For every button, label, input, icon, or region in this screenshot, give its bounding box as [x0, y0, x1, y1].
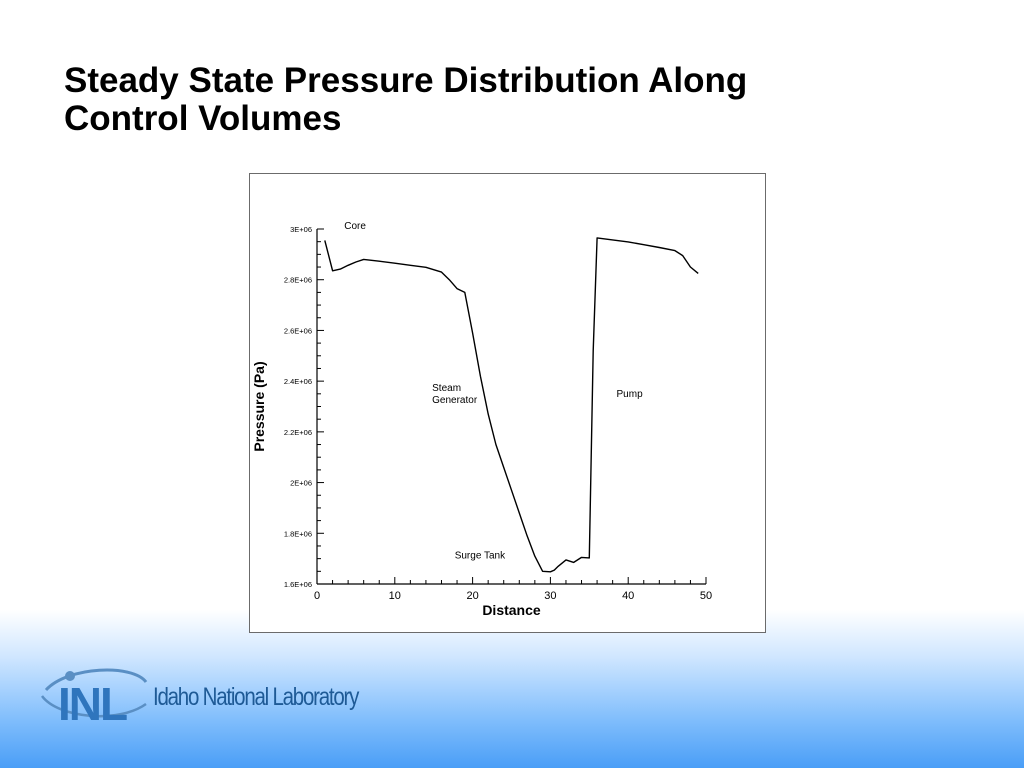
chart-tick-labels: 0 10 20 30 40 50 1.6E+06 1.8E+06 2E+06 2.2E+06 2.4… — [284, 225, 712, 602]
slide-title-line-1: Steady State Pressure Distribution Along — [64, 61, 748, 100]
y-tick-label: 1.6E+06 — [284, 580, 312, 589]
chart-axes — [316, 229, 706, 585]
y-axis-label: Pressure (Pa) — [251, 361, 267, 451]
x-tick-label: 20 — [466, 590, 478, 602]
slide-title: Steady State Pressure Distribution Along… — [64, 62, 964, 138]
x-axis-label: Distance — [482, 602, 541, 618]
x-tick-label: 50 — [700, 590, 712, 602]
chart-annotation: Surge Tank — [455, 550, 506, 561]
y-tick-label: 2.2E+06 — [284, 428, 312, 437]
slide-title-line-2: Control Volumes — [64, 99, 342, 138]
logo-text: Idaho National Laboratory — [153, 683, 359, 711]
x-tick-label: 10 — [389, 590, 401, 602]
series-line — [324, 237, 699, 573]
x-tick-label: 0 — [314, 590, 320, 602]
y-tick-label: 2E+06 — [290, 479, 312, 488]
x-tick-label: 30 — [544, 590, 556, 602]
y-tick-label: 1.8E+06 — [284, 529, 312, 538]
chart-ticks — [316, 228, 707, 585]
y-tick-label: 2.8E+06 — [284, 276, 312, 285]
x-tick-label: 40 — [622, 590, 634, 602]
chart-frame: 0 10 20 30 40 50 1.6E+06 1.8E+06 2E+06 2.2E+06 2.4… — [249, 173, 766, 633]
inl-logo-mark: INL — [40, 668, 148, 730]
chart-annotation: Steam — [432, 383, 461, 394]
chart-annotation: Core — [344, 221, 366, 232]
y-tick-label: 2.6E+06 — [284, 326, 312, 335]
chart-annotation: Pump — [617, 389, 644, 400]
footer-gradient — [0, 610, 1024, 768]
chart-annotation: Generator — [432, 395, 478, 406]
inl-logo-mark-text: INL — [58, 678, 127, 730]
pressure-chart: 0 10 20 30 40 50 1.6E+06 1.8E+06 2E+06 2.2E+06 2.4… — [251, 221, 712, 618]
inl-logo: INL — [40, 668, 148, 730]
y-tick-label: 3E+06 — [290, 225, 312, 234]
y-tick-label: 2.4E+06 — [284, 377, 312, 386]
